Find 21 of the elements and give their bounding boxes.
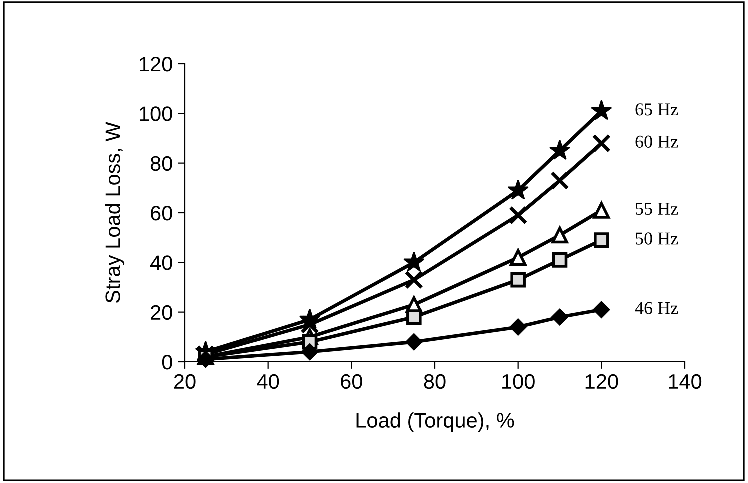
series-label: 46 Hz <box>635 302 678 314</box>
y-axis-title: Stray Load Loss, W <box>105 122 125 303</box>
series-label: 60 Hz <box>636 136 678 148</box>
x-tick-label: 120 <box>586 374 618 390</box>
x-axis-title: Load (Torque), % <box>356 412 514 432</box>
y-tick-label: 100 <box>140 106 172 122</box>
y-tick-label: 20 <box>151 305 172 320</box>
y-tick-label: 60 <box>151 206 172 221</box>
series-label: 65 Hz <box>636 104 678 116</box>
x-tick-label: 80 <box>424 374 446 390</box>
series-label: 50 Hz <box>636 232 678 245</box>
y-tick-label: 120 <box>140 57 172 72</box>
x-tick-label: 40 <box>257 374 280 390</box>
x-tick-label: 100 <box>502 374 535 390</box>
y-tick-label: 80 <box>150 156 172 172</box>
y-tick-label: 40 <box>150 256 172 270</box>
x-tick-label: 60 <box>341 374 362 390</box>
x-tick-label: 20 <box>174 374 196 390</box>
series-label: 55 Hz <box>636 203 678 216</box>
x-tick-label: 140 <box>669 374 702 390</box>
y-tick-label: 0 <box>162 355 172 370</box>
